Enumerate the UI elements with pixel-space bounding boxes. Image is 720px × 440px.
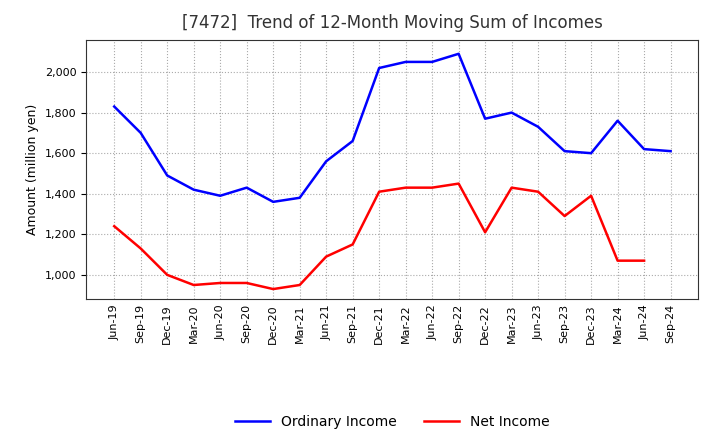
Net Income xyxy=(534,189,542,194)
Line: Ordinary Income: Ordinary Income xyxy=(114,54,670,202)
Net Income xyxy=(136,246,145,251)
Ordinary Income xyxy=(587,150,595,156)
Ordinary Income xyxy=(375,66,384,71)
Ordinary Income xyxy=(640,147,649,152)
Ordinary Income xyxy=(666,149,675,154)
Net Income xyxy=(375,189,384,194)
Ordinary Income xyxy=(348,138,357,143)
Net Income xyxy=(454,181,463,186)
Net Income xyxy=(189,282,198,288)
Net Income xyxy=(508,185,516,190)
Net Income xyxy=(110,224,119,229)
Net Income xyxy=(401,185,410,190)
Net Income xyxy=(560,213,569,219)
Net Income xyxy=(428,185,436,190)
Ordinary Income xyxy=(401,59,410,65)
Ordinary Income xyxy=(428,59,436,65)
Net Income xyxy=(640,258,649,263)
Ordinary Income xyxy=(613,118,622,123)
Ordinary Income xyxy=(560,149,569,154)
Ordinary Income xyxy=(481,116,490,121)
Net Income xyxy=(481,230,490,235)
Ordinary Income xyxy=(216,193,225,198)
Ordinary Income xyxy=(110,104,119,109)
Ordinary Income xyxy=(269,199,277,205)
Legend: Ordinary Income, Net Income: Ordinary Income, Net Income xyxy=(235,415,550,429)
Net Income xyxy=(613,258,622,263)
Ordinary Income xyxy=(508,110,516,115)
Title: [7472]  Trend of 12-Month Moving Sum of Incomes: [7472] Trend of 12-Month Moving Sum of I… xyxy=(182,15,603,33)
Ordinary Income xyxy=(189,187,198,192)
Ordinary Income xyxy=(163,173,171,178)
Line: Net Income: Net Income xyxy=(114,183,644,289)
Net Income xyxy=(295,282,304,288)
Ordinary Income xyxy=(136,130,145,136)
Net Income xyxy=(216,280,225,286)
Ordinary Income xyxy=(322,159,330,164)
Ordinary Income xyxy=(454,51,463,56)
Net Income xyxy=(163,272,171,278)
Net Income xyxy=(243,280,251,286)
Ordinary Income xyxy=(243,185,251,190)
Y-axis label: Amount (million yen): Amount (million yen) xyxy=(27,104,40,235)
Net Income xyxy=(587,193,595,198)
Ordinary Income xyxy=(534,124,542,129)
Ordinary Income xyxy=(295,195,304,201)
Net Income xyxy=(348,242,357,247)
Net Income xyxy=(269,286,277,292)
Net Income xyxy=(322,254,330,259)
